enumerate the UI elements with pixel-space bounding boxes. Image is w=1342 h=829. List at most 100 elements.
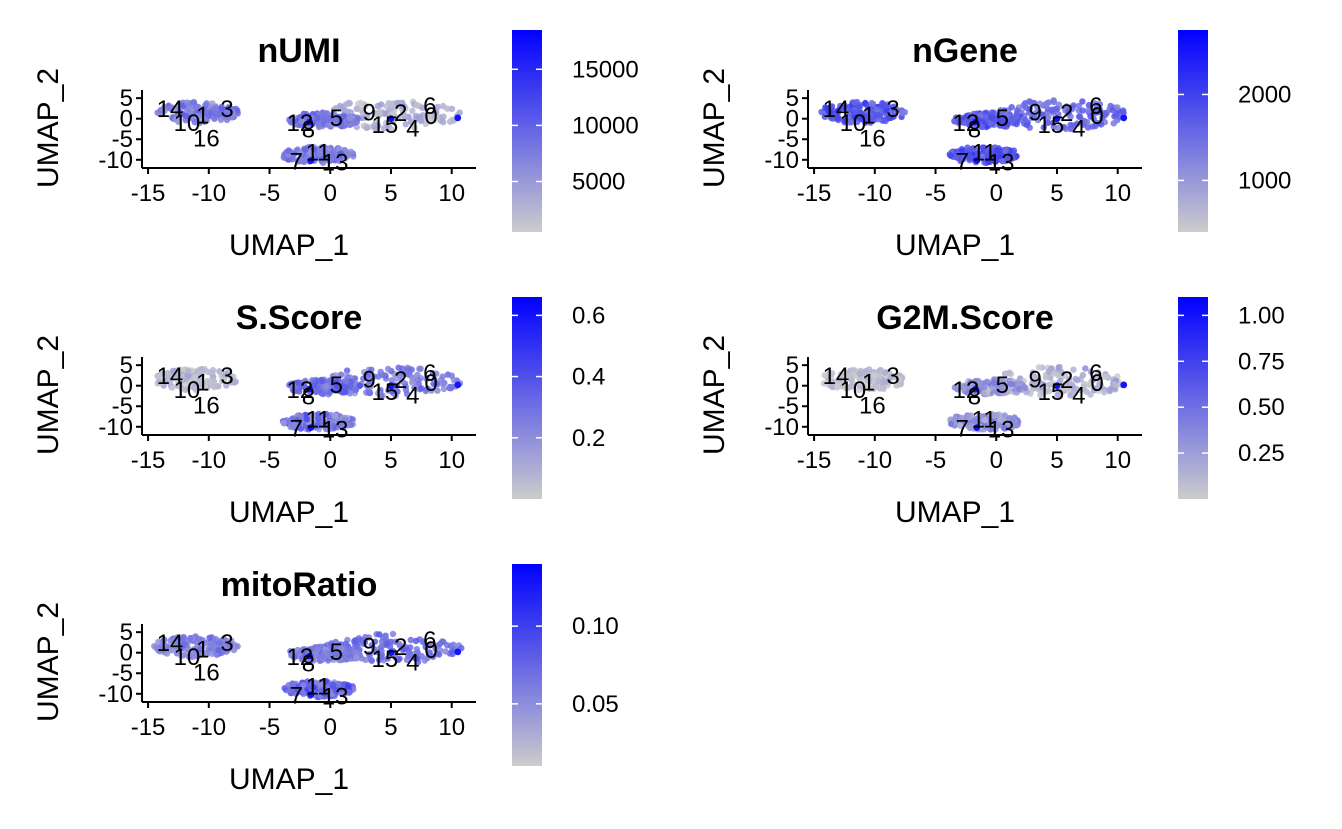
cluster-label: 16 [859, 393, 886, 420]
cell-point [1082, 365, 1089, 372]
cell-point [454, 648, 462, 656]
cell-point [183, 112, 190, 120]
cell-point [1111, 381, 1118, 388]
cell-point [193, 103, 201, 111]
cell-point [1112, 111, 1119, 118]
cluster-label: 5 [330, 639, 343, 666]
y-tick-label: 0 [786, 106, 799, 133]
cluster-label: 9 [362, 99, 375, 126]
cell-point [351, 638, 358, 645]
cluster-label: 7 [290, 683, 303, 710]
cell-point [327, 157, 334, 164]
cell-point [444, 642, 451, 649]
cell-point [996, 118, 1003, 126]
cell-point [400, 108, 407, 116]
x-tick-label: 10 [1104, 180, 1131, 207]
cluster-label: 9 [1028, 99, 1041, 126]
cell-point [314, 646, 321, 653]
cell-point [1002, 147, 1009, 154]
cell-point [1110, 120, 1117, 127]
cell-point [1053, 115, 1061, 123]
y-axis-title: UMAP_2 [32, 335, 65, 455]
cell-point [223, 111, 230, 119]
cell-point [450, 641, 457, 648]
cell-point [354, 100, 362, 108]
plot-title: nGene [912, 32, 1018, 70]
cell-point [1040, 124, 1047, 131]
cluster-label: 15 [1038, 112, 1065, 139]
cell-point [297, 150, 304, 157]
cell-point [1120, 114, 1128, 122]
cell-point [317, 150, 324, 157]
cell-point [868, 99, 875, 107]
cluster-label: 2 [394, 100, 407, 127]
cell-point [853, 109, 861, 116]
cluster-label: 13 [322, 416, 349, 443]
cluster-label: 16 [193, 660, 220, 687]
cluster-label: 5 [330, 372, 343, 399]
x-tick-label: -10 [191, 714, 226, 741]
cluster-label: 0 [424, 637, 437, 664]
cell-point [1031, 100, 1038, 107]
cell-point [172, 116, 179, 123]
x-tick-label: 10 [438, 180, 465, 207]
cell-point [408, 118, 415, 125]
cell-point [218, 105, 225, 112]
cell-point [1049, 119, 1056, 127]
cell-point [190, 98, 198, 106]
cell-point [1079, 371, 1087, 379]
cell-point [991, 156, 998, 163]
cell-point [433, 109, 440, 116]
cell-point [1120, 381, 1128, 389]
cell-point [196, 113, 203, 121]
x-tick-label: -10 [857, 447, 892, 474]
cluster-label: 0 [424, 370, 437, 397]
x-tick-label: -5 [259, 180, 280, 207]
cell-point [166, 374, 174, 382]
cell-point [439, 102, 447, 110]
cluster-label: 13 [988, 149, 1015, 176]
cell-point [216, 368, 223, 375]
x-tick-label: 10 [438, 714, 465, 741]
cell-point [203, 100, 210, 107]
y-tick-label: 5 [120, 85, 133, 112]
cluster-label: 8 [968, 117, 981, 144]
cell-point [828, 103, 836, 110]
cell-point [175, 377, 182, 385]
cell-point [412, 637, 420, 645]
cell-point [300, 158, 308, 165]
x-axis-title: UMAP_1 [895, 229, 1015, 262]
cell-point [1063, 103, 1070, 110]
cell-point [338, 122, 345, 129]
cluster-label: 14 [157, 96, 184, 123]
cell-point [837, 102, 844, 110]
cell-point [378, 638, 386, 645]
cell-point [353, 654, 360, 661]
cell-point [325, 114, 332, 121]
cell-point [387, 115, 395, 123]
cell-point [212, 110, 219, 118]
cluster-label: 2 [1060, 100, 1073, 127]
cell-point [362, 102, 369, 110]
cell-point [328, 150, 335, 158]
cell-point [409, 107, 416, 115]
cluster-label: 14 [823, 96, 850, 123]
cluster-label: 15 [372, 112, 399, 139]
cluster-label: 12 [953, 110, 980, 137]
cell-point [166, 105, 174, 112]
cell-point [318, 377, 326, 385]
cell-point [332, 121, 340, 128]
cell-point [314, 387, 322, 394]
y-tick-label: -10 [98, 681, 133, 708]
cluster-label: 5 [330, 105, 343, 132]
cluster-label: 15 [1038, 379, 1065, 406]
cell-point [1074, 120, 1081, 127]
cluster-label: 16 [193, 393, 220, 420]
cell-point [448, 372, 455, 379]
cell-point [154, 380, 161, 387]
cell-point [1014, 107, 1021, 114]
cell-point [851, 99, 858, 106]
cell-point [307, 157, 315, 165]
y-axis-title: UMAP_2 [32, 68, 65, 188]
